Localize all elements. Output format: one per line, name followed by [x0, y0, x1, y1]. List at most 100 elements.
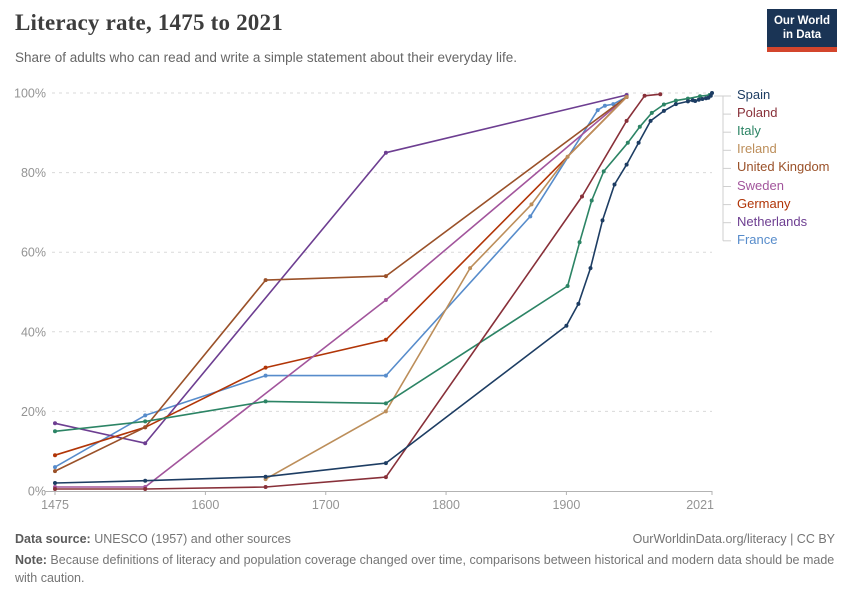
series-markers-ireland	[263, 95, 629, 482]
data-point-france	[53, 465, 57, 470]
legend-label-netherlands[interactable]: Netherlands	[737, 213, 808, 229]
data-point-spain	[710, 91, 714, 95]
data-point-spain	[696, 97, 701, 102]
series-line-poland[interactable]	[54, 93, 662, 490]
owid-logo[interactable]: Our World in Data	[767, 9, 837, 52]
owid-link[interactable]: OurWorldinData.org/literacy | CC BY	[632, 532, 835, 546]
chart-note-text: Because definitions of literacy and popu…	[15, 553, 835, 586]
data-point-italy	[53, 429, 57, 434]
data-point-italy	[143, 419, 148, 424]
x-tick-label-1600: 1600	[192, 498, 220, 512]
data-point-spain	[53, 481, 57, 485]
series-line-sweden[interactable]	[54, 96, 628, 488]
data-point-poland	[580, 194, 584, 199]
data-source-text: UNESCO (1957) and other sources	[90, 532, 291, 546]
legend-label-united-kingdom[interactable]: United Kingdom	[737, 159, 830, 175]
data-point-poland	[642, 93, 647, 98]
data-point-italy	[383, 401, 388, 406]
data-point-spain	[700, 97, 705, 101]
data-point-italy	[649, 110, 654, 115]
data-point-italy	[589, 198, 594, 203]
owid-logo-line1: Our World	[773, 15, 830, 27]
data-point-italy	[685, 96, 690, 101]
legend-label-ireland[interactable]: Ireland	[737, 141, 777, 157]
data-point-netherlands	[53, 421, 57, 426]
legend-label-germany[interactable]: Germany	[737, 195, 791, 211]
legend-label-spain[interactable]: Spain	[737, 87, 771, 102]
page-subtitle: Share of adults who can read and write a…	[15, 50, 518, 65]
series-markers-poland	[53, 92, 663, 491]
data-point-italy	[601, 169, 606, 174]
data-point-spain	[263, 474, 268, 479]
data-point-spain	[143, 478, 148, 483]
data-point-france	[595, 108, 600, 113]
y-tick-label-80: 80%	[21, 166, 46, 180]
data-point-spain	[624, 162, 629, 167]
data-point-italy	[637, 124, 642, 129]
data-point-ireland	[468, 266, 473, 271]
legend-label-poland[interactable]: Poland	[737, 105, 778, 121]
data-point-italy	[565, 284, 570, 288]
y-tick-label-20: 20%	[21, 405, 46, 419]
y-tick-label-40: 40%	[21, 325, 46, 339]
data-point-italy	[661, 102, 666, 107]
data-point-ireland	[624, 95, 629, 99]
data-point-poland	[658, 92, 663, 97]
data-point-france	[383, 373, 388, 378]
legend-label-sweden[interactable]: Sweden	[737, 177, 784, 193]
data-point-germany	[263, 365, 268, 370]
data-point-spain	[612, 182, 617, 187]
data-point-italy	[577, 240, 582, 245]
y-tick-label-60: 60%	[21, 246, 46, 260]
data-point-poland	[624, 118, 629, 123]
data-point-france	[602, 103, 607, 108]
chart-footer: Data source: UNESCO (1957) and other sou…	[15, 530, 835, 587]
series-line-netherlands[interactable]	[54, 94, 628, 444]
series-line-spain[interactable]	[54, 92, 713, 484]
x-tick-label-1700: 1700	[312, 498, 340, 512]
series-line-ireland[interactable]	[264, 96, 628, 480]
y-tick-label-0: 0%	[28, 485, 46, 499]
series-line-italy[interactable]	[54, 94, 711, 433]
data-point-italy	[625, 140, 630, 145]
series-markers-united-kingdom	[53, 95, 629, 474]
data-point-spain	[648, 118, 653, 123]
data-point-italy	[673, 98, 678, 103]
x-tick-label-1900: 1900	[552, 498, 580, 512]
data-point-germany	[383, 337, 388, 342]
data-point-poland	[53, 487, 57, 491]
series-markers-france	[53, 95, 629, 470]
x-tick-label-1800: 1800	[432, 498, 460, 512]
data-point-italy	[263, 399, 268, 404]
data-point-united-kingdom	[263, 278, 268, 283]
data-point-spain	[576, 301, 581, 306]
data-point-netherlands	[383, 150, 388, 155]
owid-logo-line2: in Data	[782, 29, 822, 42]
data-point-poland	[263, 485, 268, 489]
data-point-france	[611, 102, 616, 107]
data-source: Data source: UNESCO (1957) and other sou…	[15, 530, 291, 548]
series-line-germany[interactable]	[54, 96, 628, 456]
data-point-spain	[588, 266, 593, 271]
legend-label-france[interactable]: France	[737, 231, 778, 247]
data-point-netherlands	[143, 441, 148, 446]
data-point-spain	[693, 99, 698, 103]
data-point-france	[263, 373, 268, 378]
data-point-spain	[661, 108, 666, 113]
chart-note: Note: Because definitions of literacy an…	[15, 551, 835, 587]
data-point-united-kingdom	[383, 274, 388, 279]
data-point-spain	[600, 218, 605, 223]
data-point-sweden	[383, 298, 388, 302]
page-title: Literacy rate, 1475 to 2021	[15, 10, 283, 35]
x-tick-label-1475: 1475	[41, 498, 69, 512]
data-point-poland	[383, 475, 388, 480]
data-point-united-kingdom	[143, 425, 148, 430]
line-chart: 0% 20% 40% 60% 80% 100% 1475 1600 1700 1800 1900 20…	[14, 87, 731, 512]
data-point-poland	[143, 487, 148, 491]
series-markers-spain	[53, 91, 714, 485]
data-point-ireland	[529, 202, 534, 207]
legend-label-italy[interactable]: Italy	[737, 123, 761, 139]
data-point-spain	[564, 323, 569, 328]
series-line-united-kingdom[interactable]	[54, 96, 628, 472]
